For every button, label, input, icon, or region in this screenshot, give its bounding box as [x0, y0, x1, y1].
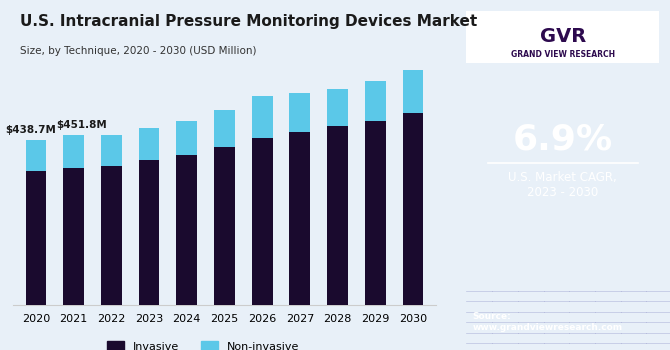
Bar	[176, 154, 197, 304]
Legend: Invasive, Non-invasive: Invasive, Non-invasive	[103, 337, 304, 350]
Bar	[252, 138, 273, 304]
Bar	[289, 93, 310, 132]
Text: U.S. Intracranial Pressure Monitoring Devices Market: U.S. Intracranial Pressure Monitoring De…	[20, 14, 477, 29]
Bar	[101, 135, 122, 166]
Bar	[139, 128, 159, 160]
Bar	[403, 70, 423, 113]
Bar	[25, 140, 46, 172]
Bar	[64, 135, 84, 168]
Text: GRAND VIEW RESEARCH: GRAND VIEW RESEARCH	[511, 50, 615, 59]
Bar	[214, 147, 234, 304]
Bar	[64, 168, 84, 304]
Text: 6.9%: 6.9%	[513, 123, 613, 157]
Bar	[365, 121, 385, 304]
Bar	[327, 126, 348, 304]
Bar	[101, 166, 122, 304]
Bar	[365, 82, 385, 121]
Text: Size, by Technique, 2020 - 2030 (USD Million): Size, by Technique, 2020 - 2030 (USD Mil…	[20, 46, 257, 56]
Text: GVR: GVR	[539, 27, 586, 46]
Bar	[25, 172, 46, 304]
Bar	[327, 89, 348, 126]
Text: U.S. Market CAGR,
2023 - 2030: U.S. Market CAGR, 2023 - 2030	[509, 172, 617, 200]
Bar	[252, 96, 273, 138]
FancyBboxPatch shape	[466, 10, 659, 63]
Bar	[403, 113, 423, 304]
Text: $438.7M: $438.7M	[5, 125, 56, 135]
Bar	[176, 121, 197, 154]
Text: Source:
www.grandviewresearch.com: Source: www.grandviewresearch.com	[473, 312, 623, 332]
Bar	[289, 132, 310, 304]
Bar	[139, 160, 159, 304]
Text: $451.8M: $451.8M	[56, 120, 107, 131]
Bar	[214, 110, 234, 147]
